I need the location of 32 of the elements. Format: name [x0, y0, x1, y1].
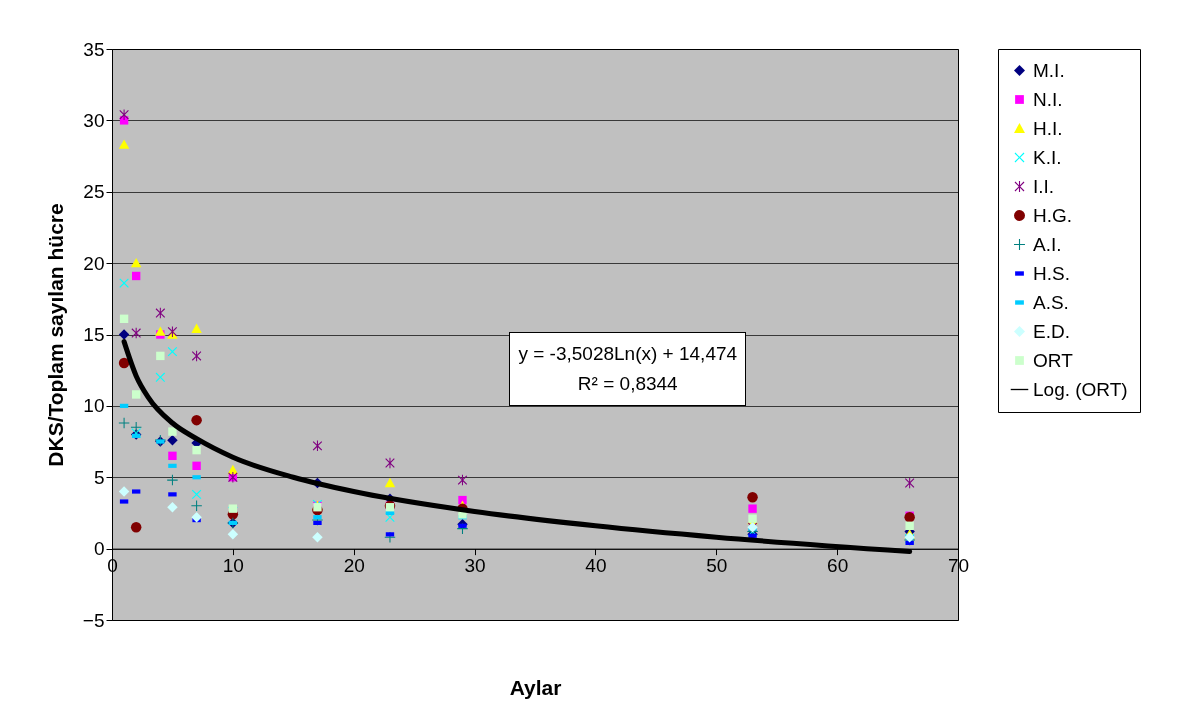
legend-label: A.I. — [1033, 233, 1062, 255]
legend-label: M.I. — [1033, 59, 1065, 81]
y-tick-label: 30 — [83, 109, 105, 131]
x-tick-label: 20 — [343, 555, 365, 577]
legend-label: E.D. — [1033, 320, 1070, 342]
x-axis-title: Aylar — [509, 675, 562, 699]
x-tick-label: 40 — [585, 555, 607, 577]
x-tick-label: 50 — [706, 555, 728, 577]
legend-label: I.I. — [1033, 175, 1055, 197]
y-tick-label: 15 — [83, 324, 105, 345]
legend-label: N.I. — [1033, 88, 1063, 110]
y-tick-label: 0 — [93, 538, 105, 560]
annotation: y = -3,5028Ln(x) + 14,474 — [518, 341, 738, 366]
legend-label: ORT — [1033, 349, 1074, 371]
annotation: R² = 0,8344 — [576, 371, 679, 396]
legend-label: A.S. — [1033, 291, 1069, 313]
legend-label: H.G. — [1033, 204, 1073, 226]
y-tick-label: 35 — [83, 38, 105, 60]
legend-label: K.I. — [1033, 146, 1062, 168]
y-axis-title: DKS/Toplam sayılan hücre — [43, 203, 67, 467]
equation-box: y = -3,5028Ln(x) + 14,474 R² = 0,8344 — [509, 331, 747, 406]
y-tick-label: 5 — [93, 466, 105, 488]
y-tick-label: 10 — [83, 395, 105, 417]
x-tick-label: 10 — [222, 555, 244, 577]
x-tick-label: 60 — [827, 555, 849, 577]
legend-label: Log. (ORT) — [1033, 378, 1128, 400]
y-tick-label: 25 — [83, 181, 105, 203]
legend-label: H.I. — [1033, 117, 1063, 139]
legend-label: H.S. — [1033, 262, 1070, 284]
y-tick-label: 20 — [83, 252, 105, 274]
x-tick-label: 30 — [464, 555, 486, 577]
y-tick-label: −5 — [82, 609, 105, 631]
